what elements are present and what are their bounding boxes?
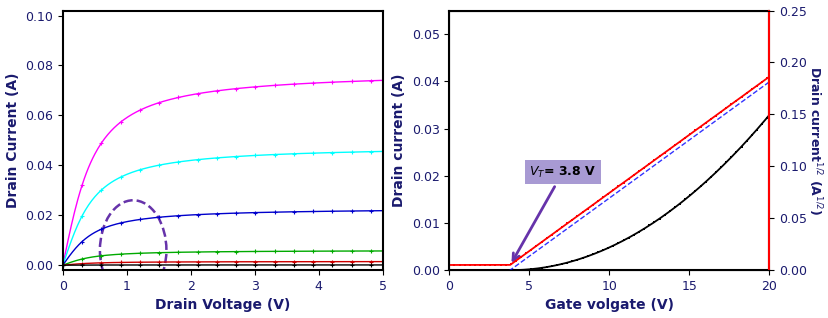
Text: $V_T$= 3.8 V: $V_T$= 3.8 V [513,165,595,260]
Y-axis label: Drain current (A): Drain current (A) [392,73,406,207]
X-axis label: Gate volgate (V): Gate volgate (V) [544,299,673,313]
Y-axis label: Drain Current (A): Drain Current (A) [6,73,20,208]
Y-axis label: Drain current$^{1/2}$ (A$^{1/2}$): Drain current$^{1/2}$ (A$^{1/2}$) [805,66,822,215]
X-axis label: Drain Voltage (V): Drain Voltage (V) [155,299,290,313]
